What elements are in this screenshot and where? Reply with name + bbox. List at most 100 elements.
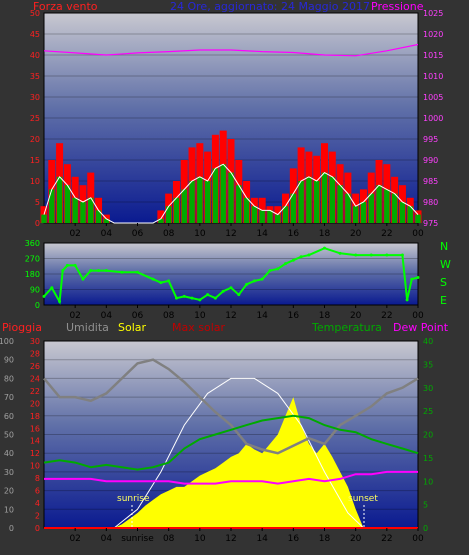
direction-east-label: E bbox=[440, 294, 447, 307]
temperature-x-axis-label: 16 bbox=[288, 534, 300, 544]
temperature-y-tick-label: 30 bbox=[423, 384, 433, 393]
temperature-x-axis-label: 12 bbox=[225, 534, 236, 544]
wind-direction-point bbox=[73, 263, 77, 267]
wind-average-bar bbox=[49, 189, 55, 223]
wind-x-axis-label: 14 bbox=[256, 229, 268, 239]
sunrise-annotation: sunrise bbox=[117, 494, 150, 504]
wind-average-bar bbox=[298, 181, 304, 223]
wind-average-bar bbox=[181, 189, 187, 223]
wind-average-bar bbox=[384, 189, 390, 223]
direction-y-tick-label: 0 bbox=[35, 301, 40, 310]
temperature-line bbox=[43, 414, 419, 471]
wind-average-bar bbox=[306, 176, 312, 223]
direction-x-axis-label: 06 bbox=[132, 311, 144, 321]
direction-north-label: N bbox=[440, 240, 448, 253]
pressure-y-tick-label: 995 bbox=[423, 135, 438, 144]
wind-direction-point bbox=[284, 262, 288, 266]
temperature-y-tick-label: 20 bbox=[423, 431, 433, 440]
humidity-y-tick-label: 60 bbox=[4, 412, 14, 421]
wind-average-line bbox=[43, 163, 419, 224]
wind-direction-point bbox=[104, 269, 108, 273]
wind-direction-point bbox=[369, 253, 373, 257]
temperature-y-tick-label: 5 bbox=[423, 501, 428, 510]
temperature-y-tick-label: 0 bbox=[423, 524, 428, 533]
wind-x-axis-label: 06 bbox=[132, 229, 144, 239]
wind-average-bar bbox=[64, 185, 71, 223]
temperature-y-tick-label: 40 bbox=[423, 337, 433, 346]
legend-temperature: Temperatura bbox=[311, 321, 382, 334]
wind-direction-point bbox=[61, 269, 65, 273]
wind-direction-point bbox=[42, 294, 46, 298]
rain-y-tick-label: 20 bbox=[30, 399, 40, 408]
wind-direction-point bbox=[159, 281, 163, 285]
wind-direction-point bbox=[416, 275, 420, 279]
temperature-x-axis-label: 22 bbox=[381, 534, 392, 544]
wind-direction-point bbox=[65, 263, 69, 267]
rain-y-tick-label: 4 bbox=[35, 499, 40, 508]
wind-y-tick-label: 0 bbox=[35, 219, 40, 228]
wind-y-tick-label: 15 bbox=[30, 156, 40, 165]
wind-average-bar bbox=[56, 176, 63, 223]
wind-direction-line bbox=[43, 247, 419, 305]
sunset-annotation: sunset bbox=[348, 494, 378, 504]
rain-y-tick-label: 28 bbox=[30, 349, 40, 358]
wind-direction-point bbox=[354, 253, 358, 257]
temperature-x-axis-label: 18 bbox=[319, 534, 331, 544]
rain-y-tick-label: 16 bbox=[30, 424, 40, 433]
temperature-x-axis-label: 02 bbox=[69, 534, 80, 544]
direction-x-axis-label: 12 bbox=[225, 311, 236, 321]
rain-y-tick-label: 24 bbox=[30, 374, 40, 383]
direction-y-tick-label: 180 bbox=[25, 270, 40, 279]
temperature-x-axis-label: 10 bbox=[194, 534, 206, 544]
wind-direction-point bbox=[276, 267, 280, 271]
solar-area bbox=[114, 397, 364, 528]
legend-rain: Pioggia bbox=[2, 321, 42, 334]
wind-average-bar bbox=[228, 172, 234, 223]
temperature-y-tick-label: 35 bbox=[423, 360, 433, 369]
direction-west-label: W bbox=[440, 258, 451, 271]
rain-y-tick-label: 30 bbox=[30, 337, 40, 346]
wind-direction-point bbox=[268, 269, 272, 273]
direction-y-tick-label: 360 bbox=[25, 239, 40, 248]
wind-direction-point bbox=[167, 279, 171, 283]
wind-direction-point bbox=[213, 296, 217, 300]
wind-direction-point bbox=[198, 298, 202, 302]
temperature-x-axis-label: 20 bbox=[350, 534, 362, 544]
wind-average-bar bbox=[376, 185, 382, 223]
wind-direction-point bbox=[237, 293, 241, 297]
wind-x-axis-label: 02 bbox=[69, 229, 80, 239]
wind-direction-point bbox=[182, 294, 186, 298]
rain-y-tick-label: 14 bbox=[30, 437, 40, 446]
wind-direction-point bbox=[120, 270, 124, 274]
direction-y-tick-label: 270 bbox=[25, 255, 40, 264]
temperature-x-axis-label: 08 bbox=[163, 534, 175, 544]
legend-max-solar: Max solar bbox=[172, 321, 225, 334]
wind-direction-point bbox=[299, 255, 303, 259]
wind-average-bar bbox=[212, 168, 219, 223]
wind-average-bar bbox=[290, 193, 297, 223]
wind-speed-bar bbox=[157, 210, 165, 223]
wind-average-bar bbox=[321, 172, 328, 223]
wind-y-tick-label: 35 bbox=[30, 72, 40, 81]
wind-direction-point bbox=[405, 298, 409, 302]
wind-average-bar bbox=[407, 206, 413, 223]
pressure-y-tick-label: 1020 bbox=[423, 30, 443, 39]
direction-x-axis-label: 22 bbox=[381, 311, 392, 321]
wind-average-bar bbox=[80, 202, 86, 223]
direction-x-axis-label: 08 bbox=[163, 311, 175, 321]
wind-average-bar bbox=[251, 206, 258, 223]
wind-direction-point bbox=[58, 300, 62, 304]
humidity-y-tick-label: 50 bbox=[4, 431, 14, 440]
wind-average-bar bbox=[103, 218, 110, 223]
temperature-y-tick-label: 15 bbox=[423, 454, 433, 463]
wind-average-bar bbox=[391, 193, 398, 223]
direction-x-axis-label: 18 bbox=[319, 311, 331, 321]
direction-x-axis-label: 14 bbox=[256, 311, 268, 321]
wind-average-bar bbox=[368, 193, 374, 223]
wind-direction-point bbox=[307, 253, 311, 257]
wind-average-bar bbox=[165, 206, 172, 223]
humidity-y-tick-label: 0 bbox=[9, 524, 14, 533]
wind-direction-point bbox=[221, 289, 225, 293]
rain-y-tick-label: 10 bbox=[30, 462, 40, 471]
wind-average-bar bbox=[88, 197, 94, 223]
